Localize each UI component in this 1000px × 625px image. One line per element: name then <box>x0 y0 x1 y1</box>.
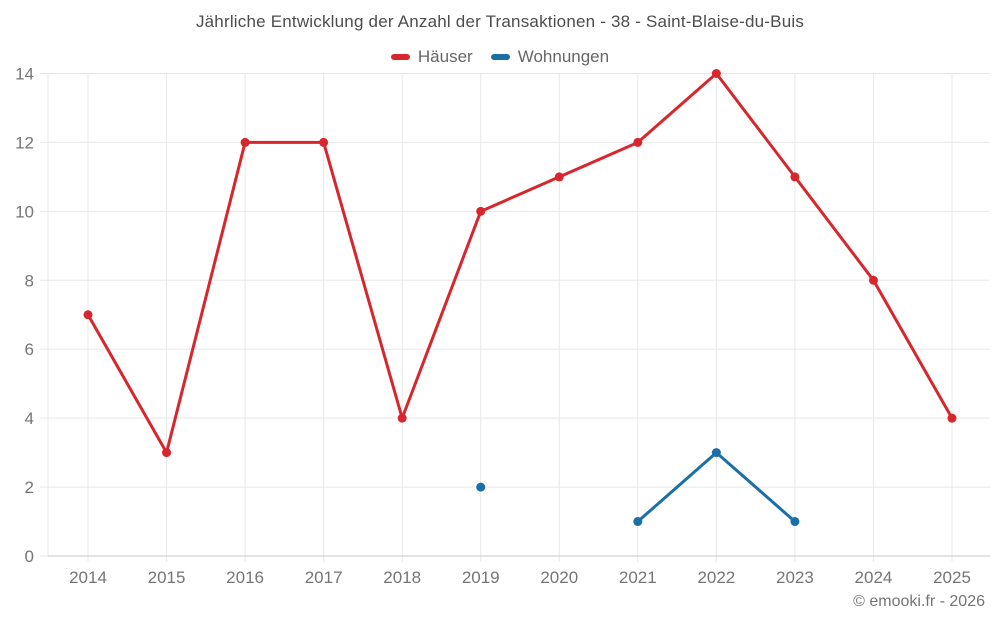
chart-title: Jährliche Entwicklung der Anzahl der Tra… <box>195 12 805 31</box>
svg-text:0: 0 <box>25 547 34 566</box>
svg-text:2024: 2024 <box>855 568 893 587</box>
legend-item-haeuser[interactable]: Häuser <box>390 47 473 67</box>
legend-swatch <box>490 54 510 60</box>
svg-text:2017: 2017 <box>305 568 343 587</box>
chart-legend: Häuser Wohnungen <box>0 47 1000 67</box>
svg-text:4: 4 <box>25 409 34 428</box>
svg-text:2018: 2018 <box>383 568 421 587</box>
svg-text:14: 14 <box>15 65 34 84</box>
svg-text:6: 6 <box>25 340 34 359</box>
svg-text:2016: 2016 <box>226 568 264 587</box>
svg-text:2015: 2015 <box>148 568 186 587</box>
svg-text:2022: 2022 <box>697 568 735 587</box>
svg-text:2020: 2020 <box>540 568 578 587</box>
legend-item-wohnungen[interactable]: Wohnungen <box>490 47 610 67</box>
legend-swatch <box>390 54 410 60</box>
svg-text:8: 8 <box>25 271 34 290</box>
legend-item-label: Wohnungen <box>517 47 610 66</box>
svg-text:2021: 2021 <box>619 568 657 587</box>
attribution: © emooki.fr - 2026 <box>853 593 985 610</box>
svg-text:2014: 2014 <box>69 568 107 587</box>
svg-text:2: 2 <box>25 478 34 497</box>
svg-text:2019: 2019 <box>462 568 500 587</box>
svg-text:10: 10 <box>15 202 34 221</box>
legend-item-label: Häuser <box>417 47 473 66</box>
svg-text:12: 12 <box>15 133 34 152</box>
svg-text:2023: 2023 <box>776 568 814 587</box>
svg-text:2025: 2025 <box>933 568 971 587</box>
